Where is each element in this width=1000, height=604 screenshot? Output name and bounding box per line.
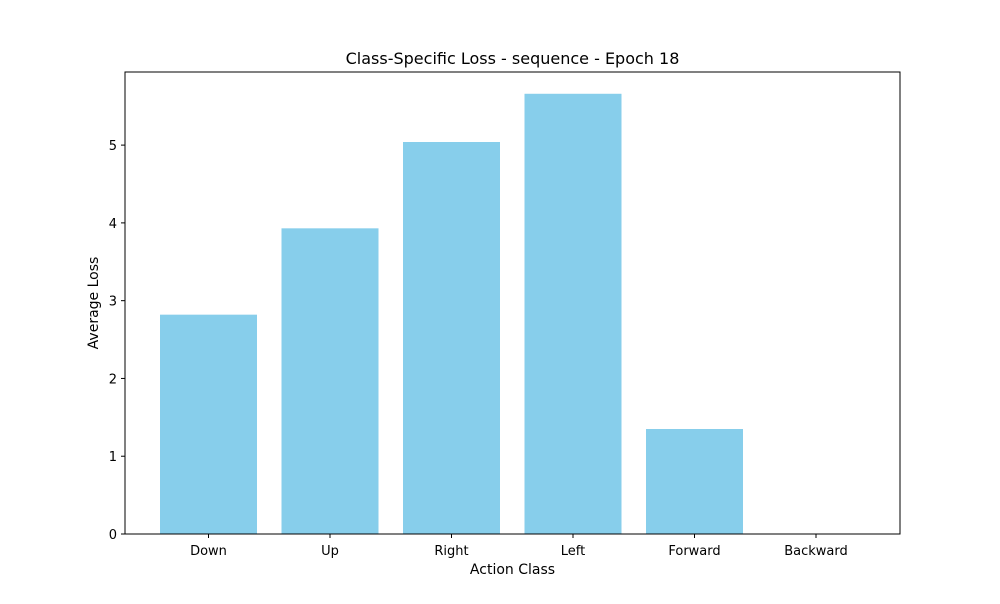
x-axis: Down Up Right Left Forward Backward [190, 534, 848, 559]
y-axis: 0 1 2 3 4 5 [109, 139, 125, 543]
x-tick-label: Backward [784, 544, 848, 559]
y-tick-label: 2 [109, 372, 117, 387]
y-tick-label: 4 [109, 217, 117, 232]
x-tick-label: Down [190, 544, 227, 559]
y-tick-label: 1 [109, 450, 117, 465]
x-tick-label: Left [561, 544, 585, 559]
bar-down [160, 314, 257, 534]
chart-title: Class-Specific Loss - sequence - Epoch 1… [346, 49, 680, 68]
bar-left [524, 93, 622, 534]
y-tick-label: 5 [109, 139, 117, 154]
bars [160, 93, 743, 534]
bar-up [281, 228, 379, 534]
bar-forward [646, 429, 743, 534]
y-axis-label: Average Loss [86, 257, 102, 350]
plot-frame [124, 71, 901, 535]
x-tick-label: Up [321, 544, 339, 559]
y-tick-label: 3 [109, 295, 117, 310]
x-axis-label: Action Class [470, 562, 555, 578]
x-tick-label: Right [434, 544, 468, 559]
x-tick-label: Forward [668, 544, 720, 559]
bar-right [403, 142, 500, 534]
y-tick-label: 0 [109, 528, 117, 543]
